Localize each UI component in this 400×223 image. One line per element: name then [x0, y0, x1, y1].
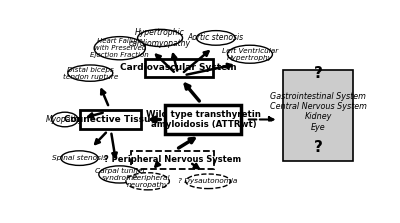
Ellipse shape — [52, 112, 78, 127]
Ellipse shape — [138, 29, 182, 47]
Ellipse shape — [186, 174, 230, 189]
FancyBboxPatch shape — [283, 70, 353, 161]
Ellipse shape — [196, 31, 235, 45]
Text: Distal biceps
tendon rupture: Distal biceps tendon rupture — [63, 66, 118, 80]
Text: ?: ? — [314, 140, 322, 155]
FancyBboxPatch shape — [80, 110, 141, 129]
Text: Spinal stenosis: Spinal stenosis — [52, 155, 107, 161]
Text: ?: ? — [314, 66, 322, 81]
FancyBboxPatch shape — [144, 58, 213, 77]
Text: Aortic stenosis: Aortic stenosis — [188, 33, 244, 42]
Text: Left Ventricular
Hypertrophy: Left Ventricular Hypertrophy — [222, 48, 278, 61]
Text: Wild type transthyretin
amyloidosis (ATTRwt): Wild type transthyretin amyloidosis (ATT… — [146, 110, 261, 129]
Text: ? Dysautonomia: ? Dysautonomia — [178, 178, 238, 184]
Text: Carpal tunnel
syndrome: Carpal tunnel syndrome — [95, 168, 144, 181]
Text: ? Peripheral Nervous System: ? Peripheral Nervous System — [104, 155, 241, 164]
Text: Heart Failure
with Preserved
Ejection Fraction: Heart Failure with Preserved Ejection Fr… — [90, 38, 149, 58]
Ellipse shape — [99, 166, 141, 183]
Ellipse shape — [61, 151, 98, 165]
Ellipse shape — [68, 65, 113, 81]
Text: Connective Tissue: Connective Tissue — [64, 115, 157, 124]
Text: Myopathy: Myopathy — [46, 115, 84, 124]
Ellipse shape — [126, 173, 169, 190]
Text: Hypertrophic
cardiomyopathy: Hypertrophic cardiomyopathy — [129, 28, 191, 48]
Ellipse shape — [228, 45, 272, 63]
FancyBboxPatch shape — [131, 151, 214, 169]
Text: ? Peripheral
neuropathy: ? Peripheral neuropathy — [126, 175, 170, 188]
Ellipse shape — [94, 37, 145, 60]
Text: Cardiovascular System: Cardiovascular System — [120, 64, 237, 72]
Text: Gastrointestinal System
Central Nervous System
Kidney
Eye: Gastrointestinal System Central Nervous … — [270, 92, 366, 132]
FancyBboxPatch shape — [166, 105, 242, 134]
